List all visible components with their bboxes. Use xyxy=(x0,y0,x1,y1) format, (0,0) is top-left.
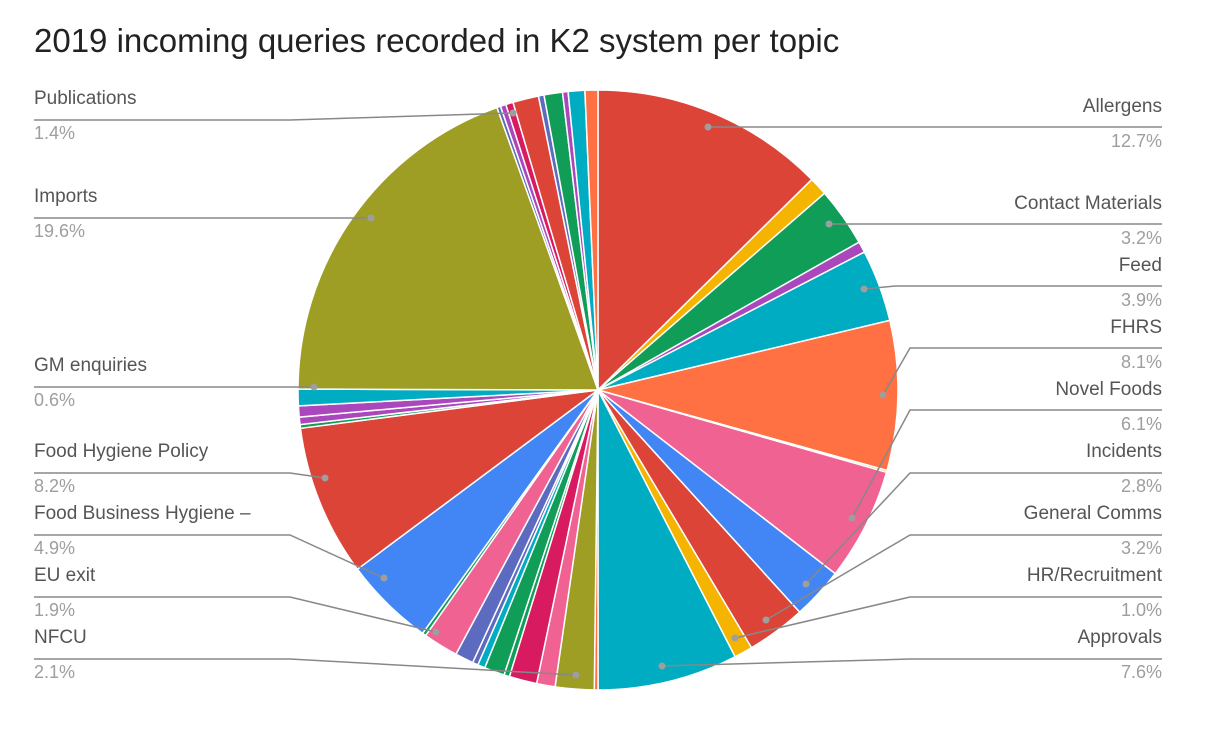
leader-line xyxy=(851,409,1162,519)
leader-line xyxy=(34,596,437,633)
slice-label-name: Allergens xyxy=(1083,96,1162,117)
leader-line xyxy=(805,472,1162,585)
pie-slices xyxy=(297,89,899,691)
slice-label-name: Contact Materials xyxy=(1014,193,1162,214)
leader-dot xyxy=(572,671,580,679)
leader-dot xyxy=(802,580,810,588)
slice-label-name: General Comms xyxy=(1024,503,1162,524)
leader-dot xyxy=(825,220,833,228)
slice-label-name: Food Business Hygiene – xyxy=(34,503,251,524)
leader-dot xyxy=(762,616,770,624)
leader-line xyxy=(734,596,1162,639)
leader-lines xyxy=(34,109,1162,679)
leader-dot xyxy=(380,574,388,582)
slice-label-name: Approvals xyxy=(1078,627,1163,648)
slice-label-name: NFCU xyxy=(34,627,87,648)
leader-dot xyxy=(321,474,329,482)
leader-dot xyxy=(509,109,517,117)
slice-label-name: EU exit xyxy=(34,565,96,586)
leader-dot xyxy=(879,391,887,399)
leader-line xyxy=(863,285,1162,290)
slice-label-percent: 8.2% xyxy=(34,476,75,496)
pie-slice xyxy=(584,89,599,391)
leader-dot xyxy=(432,628,440,636)
slice-label-percent: 2.1% xyxy=(34,662,75,682)
leader-dot xyxy=(367,214,375,222)
slice-labels: Allergens 12.7% Contact Materials 3.2% Feed 3… xyxy=(34,88,1163,682)
leader-dot xyxy=(704,123,712,131)
slice-label-name: FHRS xyxy=(1110,317,1162,338)
slice-label-percent: 7.6% xyxy=(1121,662,1162,682)
slice-label-percent: 3.9% xyxy=(1121,290,1162,310)
slice-label-name: Novel Foods xyxy=(1055,379,1162,400)
pie-slice xyxy=(597,89,813,392)
slice-label-percent: 4.9% xyxy=(34,538,75,558)
slice-label-name: Feed xyxy=(1119,255,1162,276)
leader-dot xyxy=(658,662,666,670)
leader-dot xyxy=(731,634,739,642)
pie-slice xyxy=(595,319,899,472)
slice-label-name: GM enquiries xyxy=(34,355,147,376)
leader-line xyxy=(34,112,514,121)
slice-label-percent: 12.7% xyxy=(1111,131,1162,151)
leader-line xyxy=(34,658,577,676)
leader-dot xyxy=(848,514,856,522)
slice-label-percent: 1.0% xyxy=(1121,600,1162,620)
slice-label-name: Incidents xyxy=(1086,441,1162,462)
slice-label-name: Publications xyxy=(34,88,136,109)
slice-label-percent: 1.9% xyxy=(34,600,75,620)
leader-dot xyxy=(860,285,868,293)
pie-slice xyxy=(297,106,600,391)
slice-label-percent: 0.6% xyxy=(34,390,75,410)
leader-line xyxy=(765,534,1162,621)
leader-line xyxy=(882,347,1162,396)
leader-dot xyxy=(310,383,318,391)
leader-line xyxy=(34,534,385,579)
slice-label-percent: 19.6% xyxy=(34,221,85,241)
slice-label-percent: 3.2% xyxy=(1121,228,1162,248)
leader-line xyxy=(661,658,1162,667)
slice-label-percent: 2.8% xyxy=(1121,476,1162,496)
slice-label-name: Food Hygiene Policy xyxy=(34,441,209,462)
slice-label-name: HR/Recruitment xyxy=(1027,565,1163,586)
slice-label-percent: 6.1% xyxy=(1121,414,1162,434)
slice-label-percent: 1.4% xyxy=(34,123,75,143)
leader-line xyxy=(34,472,326,479)
slice-label-percent: 8.1% xyxy=(1121,352,1162,372)
slice-label-percent: 3.2% xyxy=(1121,538,1162,558)
slice-label-name: Imports xyxy=(34,186,97,207)
pie-slice xyxy=(597,389,737,691)
chart-title: 2019 incoming queries recorded in K2 sys… xyxy=(34,22,840,59)
